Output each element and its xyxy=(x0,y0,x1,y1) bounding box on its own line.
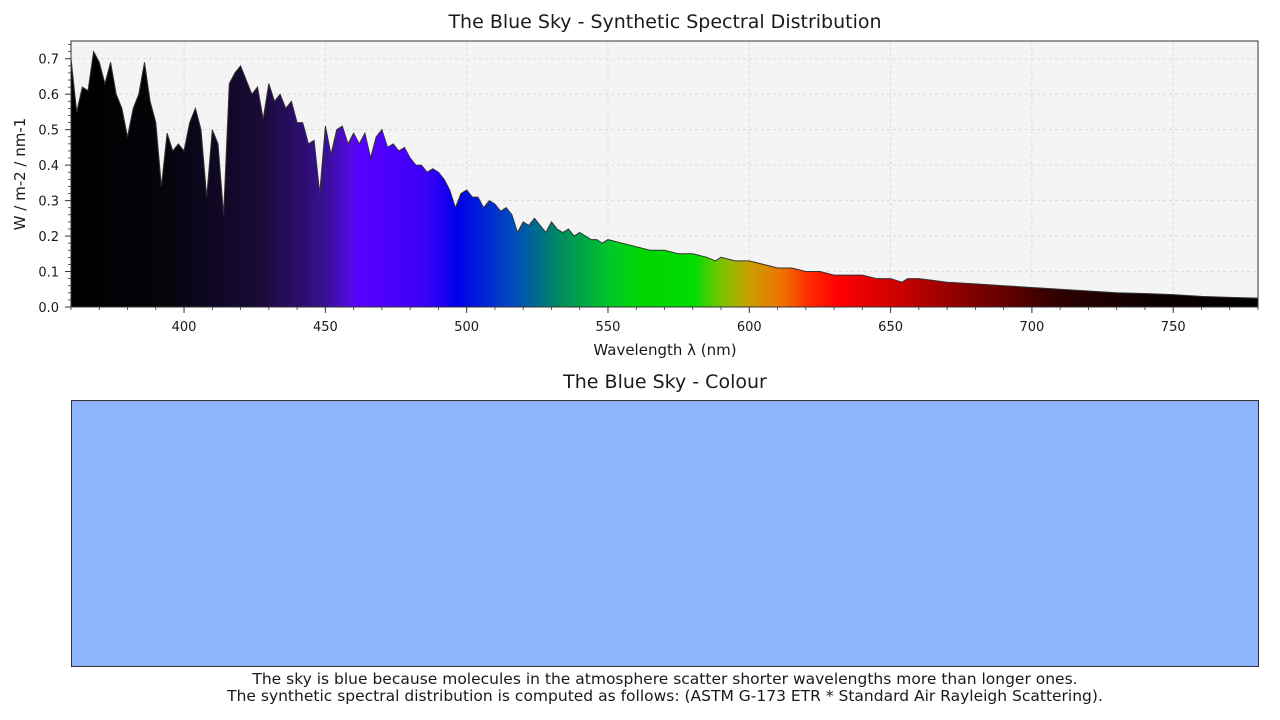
spectral-distribution-chart: 400 450 500 550 600 650 700 750 0.0 0.1 0.2 0.3 0.4 0… xyxy=(11,40,1259,359)
caption-line-2: The synthetic spectral distribution is c… xyxy=(227,687,1103,705)
x-tick-label: 550 xyxy=(596,320,621,335)
y-tick-label: 0.6 xyxy=(38,88,59,103)
colour-swatch xyxy=(71,400,1259,667)
x-tick-label: 750 xyxy=(1161,320,1186,335)
x-tick-label: 700 xyxy=(1019,320,1044,335)
y-tick-label: 0.4 xyxy=(38,159,59,174)
caption: The sky is blue because molecules in the… xyxy=(0,671,1280,705)
colour-title: The Blue Sky - Colour xyxy=(563,371,767,393)
caption-line-1: The sky is blue because molecules in the… xyxy=(252,670,1078,688)
x-tick-label: 650 xyxy=(878,320,903,335)
x-axis-label: Wavelength λ (nm) xyxy=(593,341,736,359)
y-tick-label: 0.2 xyxy=(38,230,59,245)
x-tick-label: 600 xyxy=(737,320,762,335)
x-tick-label: 400 xyxy=(172,320,197,335)
y-tick-label: 0.7 xyxy=(38,53,59,68)
y-tick-label: 0.0 xyxy=(38,301,59,316)
y-tick-label: 0.1 xyxy=(38,266,59,281)
y-tick-label: 0.5 xyxy=(38,124,59,139)
chart-title: The Blue Sky - Synthetic Spectral Distri… xyxy=(448,11,882,33)
plot-frame xyxy=(70,40,1259,308)
x-tick-label: 500 xyxy=(454,320,479,335)
y-axis-label: W / m-2 / nm-1 xyxy=(11,118,29,231)
ticks: 400 450 500 550 600 650 700 750 0.0 0.1 0.2 0.3 0.4 0… xyxy=(38,44,1259,335)
y-tick-label: 0.3 xyxy=(38,195,59,210)
x-tick-label: 450 xyxy=(313,320,338,335)
spectrum-area xyxy=(71,50,1258,307)
